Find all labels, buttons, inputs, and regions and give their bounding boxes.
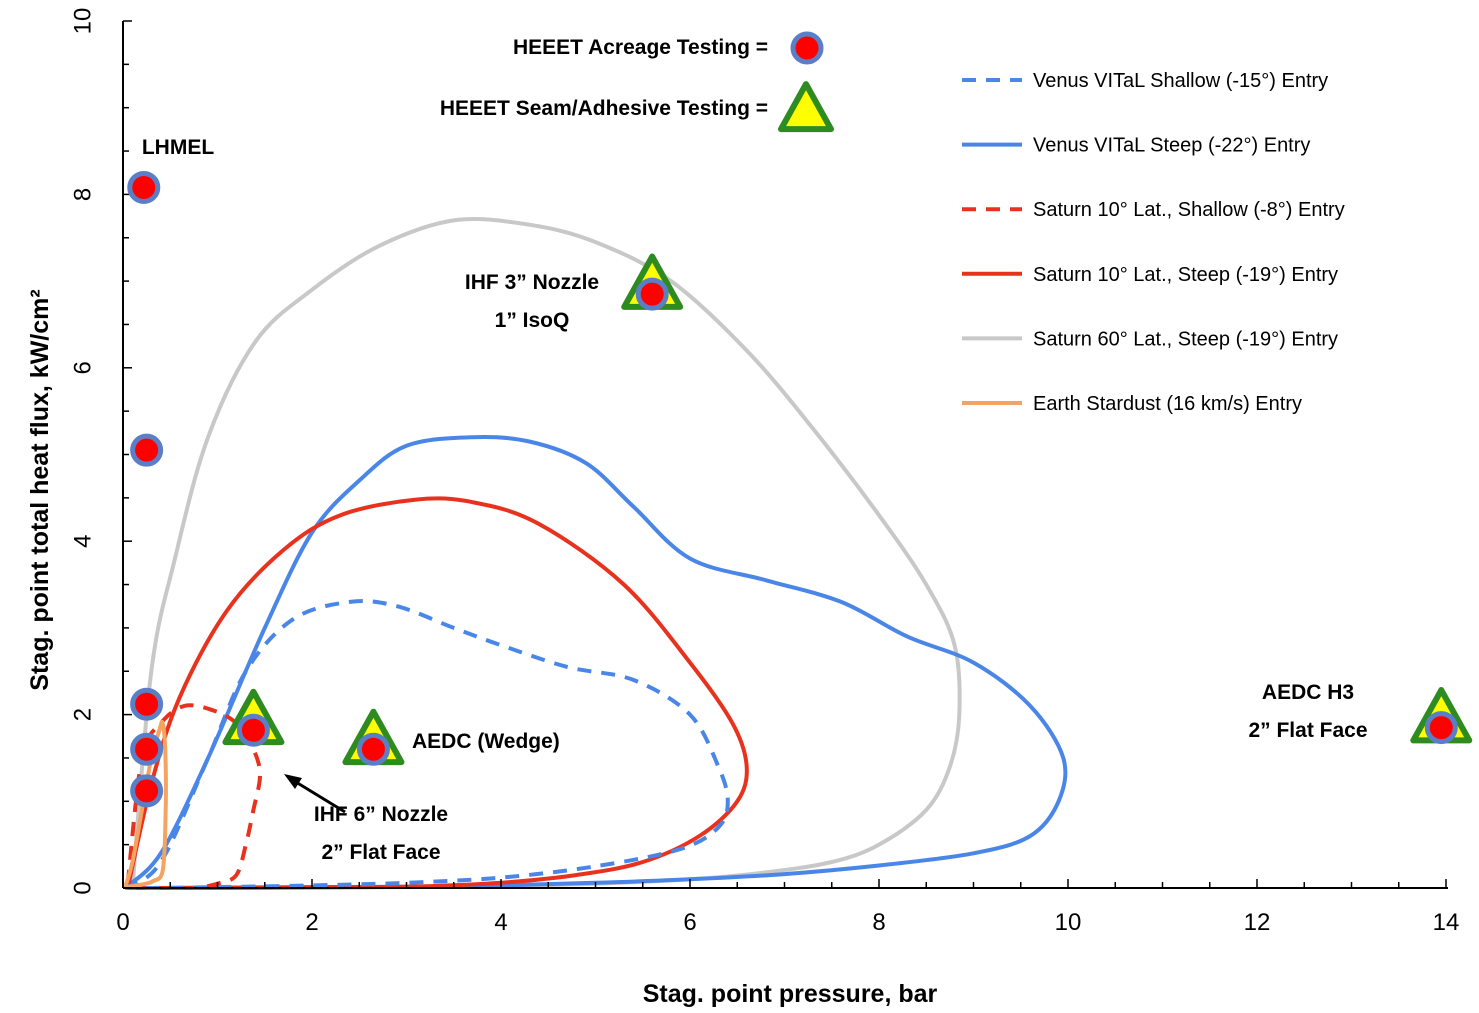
legend-label-venus-vital-steep-22-entry: Venus VITaL Steep (-22°) Entry bbox=[1033, 135, 1310, 157]
legend-acreage-label: HEEET Acreage Testing = bbox=[513, 36, 768, 59]
annotation-aedc-wedge: AEDC (Wedge) bbox=[412, 730, 560, 753]
y-tick-label: 8 bbox=[70, 188, 97, 201]
series-line-saturn-10-lat-steep-19-entry bbox=[125, 496, 749, 891]
y-tick-label: 2 bbox=[70, 708, 97, 721]
annotation-aedc-h3-line2: 2” Flat Face bbox=[1248, 719, 1367, 742]
axes bbox=[122, 20, 1448, 889]
annotation-ihf3-line1: IHF 3” Nozzle bbox=[465, 271, 599, 294]
test-markers bbox=[127, 31, 1473, 808]
legend-label-saturn-60-lat-steep-19-entry: Saturn 60° Lat., Steep (-19°) Entry bbox=[1033, 328, 1338, 350]
y-axis-title: Stag. point total heat flux, kW/cm² bbox=[26, 289, 54, 690]
acreage-test-marker bbox=[236, 713, 270, 747]
annotation-lhmel: LHMEL bbox=[142, 136, 214, 159]
acreage-test-marker bbox=[127, 170, 161, 204]
series-line-venus-vital-steep-22-entry bbox=[123, 434, 1068, 891]
x-tick-label: 12 bbox=[1244, 909, 1271, 936]
y-tick-label: 0 bbox=[70, 881, 97, 894]
annotations: LHMEL IHF 3” Nozzle 1” IsoQ AEDC (Wedge)… bbox=[142, 36, 1368, 864]
x-tick-label: 4 bbox=[494, 909, 507, 936]
legend: Venus VITaL Shallow (-15°) Entry Venus VI… bbox=[962, 70, 1345, 415]
annotation-ihf6-line2: 2” Flat Face bbox=[321, 841, 440, 864]
series-curves bbox=[122, 217, 1068, 891]
y-tick-label: 6 bbox=[70, 361, 97, 374]
acreage-test-marker bbox=[130, 433, 164, 467]
tick-labels: 0 2 4 6 8 10 12 14 0 2 4 6 8 10 bbox=[70, 8, 1460, 936]
legend-label-saturn-10-lat-steep-19-entry: Saturn 10° Lat., Steep (-19°) Entry bbox=[1033, 264, 1338, 286]
legend-label-earth-stardust-16-km-s-entry: Earth Stardust (16 km/s) Entry bbox=[1033, 393, 1302, 415]
series-line-saturn-10-lat-shallow-8-entry bbox=[125, 703, 262, 890]
y-tick-label: 4 bbox=[70, 535, 97, 548]
x-tick-label: 10 bbox=[1055, 909, 1082, 936]
x-tick-label: 8 bbox=[872, 909, 885, 936]
series-line-venus-vital-shallow-15-entry bbox=[123, 599, 730, 891]
annotation-ihf6-line1: IHF 6” Nozzle bbox=[314, 803, 448, 826]
legend-acreage-marker bbox=[790, 31, 824, 65]
annotation-arrow bbox=[290, 777, 346, 814]
x-tick-label: 2 bbox=[305, 909, 318, 936]
series-line-earth-stardust-16-km-s-entry bbox=[122, 719, 168, 890]
legend-label-venus-vital-shallow-15-entry: Venus VITaL Shallow (-15°) Entry bbox=[1033, 70, 1328, 92]
acreage-test-marker bbox=[1424, 711, 1458, 745]
acreage-test-marker bbox=[356, 732, 390, 766]
legend-seam-marker bbox=[778, 81, 834, 133]
x-tick-label: 14 bbox=[1433, 909, 1460, 936]
acreage-test-marker bbox=[130, 687, 164, 721]
x-tick-label: 0 bbox=[116, 909, 129, 936]
annotation-aedc-h3-line1: AEDC H3 bbox=[1262, 681, 1354, 704]
legend-label-saturn-10-lat-shallow-8-entry: Saturn 10° Lat., Shallow (-8°) Entry bbox=[1033, 199, 1345, 221]
annotation-arrowhead bbox=[284, 774, 302, 789]
legend-seam-label: HEEET Seam/Adhesive Testing = bbox=[440, 97, 768, 120]
acreage-test-marker bbox=[635, 277, 669, 311]
acreage-test-marker bbox=[130, 774, 164, 808]
x-tick-label: 6 bbox=[683, 909, 696, 936]
x-axis-title: Stag. point pressure, bar bbox=[643, 980, 938, 1008]
acreage-test-marker bbox=[130, 732, 164, 766]
y-tick-label: 10 bbox=[70, 8, 97, 35]
annotation-ihf3-line2: 1” IsoQ bbox=[495, 309, 570, 332]
